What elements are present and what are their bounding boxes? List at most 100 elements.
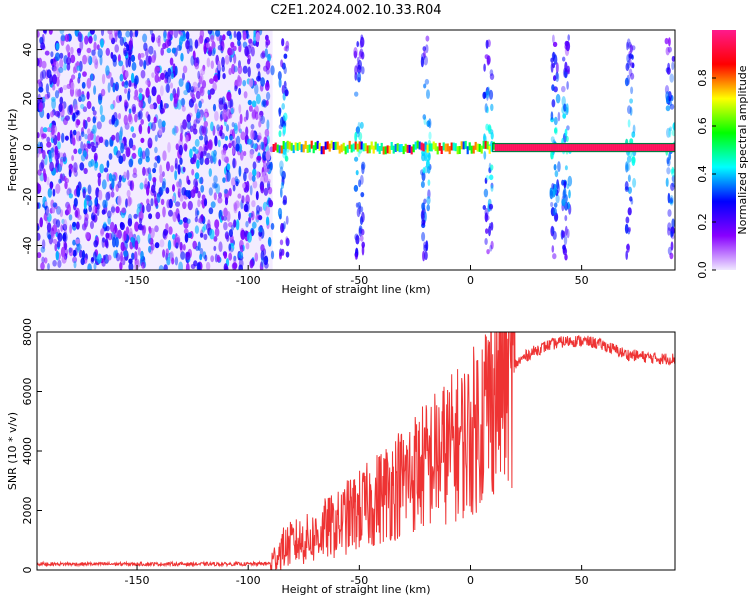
burst-speckle: [553, 207, 557, 216]
noise-speckle: [134, 240, 139, 251]
noise-speckle: [137, 247, 141, 256]
noise-speckle: [71, 155, 74, 161]
carrier-cell: [428, 143, 431, 152]
noise-speckle: [47, 127, 52, 133]
burst-speckle: [625, 216, 630, 224]
noise-speckle: [87, 128, 91, 135]
burst-speckle: [483, 188, 489, 198]
burst-speckle: [281, 38, 285, 47]
carrier-cell: [646, 143, 649, 152]
burst-speckle: [632, 124, 636, 134]
noise-speckle: [138, 124, 142, 133]
noise-speckle: [265, 205, 271, 216]
noise-speckle: [251, 109, 257, 119]
noise-speckle: [100, 30, 105, 37]
colorbar-tick-label: 0.8: [696, 69, 709, 87]
burst-speckle: [483, 150, 487, 160]
burst-speckle: [625, 62, 630, 72]
noise-speckle: [153, 116, 157, 124]
noise-speckle: [91, 49, 96, 56]
noise-speckle: [148, 213, 153, 220]
noise-speckle: [218, 192, 222, 199]
noise-speckle: [209, 228, 215, 240]
noise-speckle: [114, 83, 118, 91]
noise-speckle: [117, 30, 122, 39]
noise-speckle: [49, 161, 54, 172]
burst-speckle: [359, 235, 364, 242]
noise-speckle: [232, 147, 235, 155]
burst-speckle: [562, 113, 567, 119]
noise-speckle: [150, 242, 155, 251]
noise-speckle: [111, 37, 116, 45]
carrier-cell: [368, 145, 371, 154]
noise-speckle: [174, 125, 179, 134]
noise-speckle: [83, 198, 87, 210]
carrier-cell: [282, 141, 285, 149]
noise-speckle: [236, 135, 241, 146]
noise-speckle: [225, 108, 231, 120]
noise-speckle: [141, 261, 146, 269]
noise-speckle: [262, 162, 267, 168]
burst-speckle: [554, 127, 558, 134]
y-tick-label: 0: [21, 144, 34, 151]
burst-speckle: [567, 34, 570, 41]
noise-speckle: [128, 108, 132, 114]
noise-speckle: [155, 36, 161, 44]
noise-speckle: [224, 197, 229, 206]
carrier-cell: [540, 143, 543, 152]
noise-speckle: [59, 96, 64, 105]
carrier-cell: [502, 143, 505, 152]
noise-speckle: [248, 171, 253, 181]
noise-speckle: [242, 182, 246, 189]
burst-speckle: [422, 167, 426, 174]
carrier-cell: [290, 142, 293, 151]
noise-speckle: [113, 227, 117, 235]
noise-speckle: [178, 261, 183, 270]
colorbar-tick-label: 0.2: [696, 213, 709, 231]
noise-speckle: [204, 157, 210, 165]
noise-speckle: [75, 238, 81, 244]
carrier-cell: [434, 143, 437, 152]
carrier-cell: [624, 143, 627, 152]
noise-speckle: [86, 116, 91, 123]
carrier-cell: [642, 143, 645, 152]
noise-speckle: [134, 31, 138, 38]
burst-speckle: [554, 126, 558, 135]
noise-speckle: [186, 218, 191, 224]
noise-speckle: [98, 136, 104, 144]
burst-speckle: [552, 34, 555, 44]
noise-speckle: [125, 57, 129, 68]
carrier-cell: [340, 144, 343, 153]
carrier-cell: [566, 143, 569, 152]
noise-speckle: [243, 91, 248, 99]
noise-speckle: [270, 222, 275, 230]
carrier-cell: [272, 144, 275, 152]
burst-speckle: [667, 222, 672, 231]
burst-speckle: [278, 130, 282, 138]
noise-speckle: [222, 177, 226, 183]
noise-speckle: [167, 67, 172, 77]
burst-speckle: [285, 237, 290, 247]
noise-speckle: [154, 146, 158, 154]
carrier-cell: [442, 142, 445, 151]
burst-speckle: [278, 78, 282, 88]
noise-speckle: [148, 55, 152, 65]
noise-speckle: [147, 95, 152, 105]
carrier-cell: [586, 143, 589, 152]
noise-speckle: [127, 56, 132, 68]
noise-speckle: [119, 222, 125, 231]
noise-speckle: [196, 262, 201, 270]
noise-speckle: [104, 238, 109, 248]
carrier-cell: [532, 143, 535, 152]
noise-speckle: [57, 141, 61, 150]
noise-speckle: [72, 129, 77, 136]
noise-speckle: [151, 86, 157, 97]
noise-speckle: [243, 150, 247, 157]
noise-speckle: [162, 178, 167, 188]
noise-speckle: [39, 162, 44, 172]
carrier-cell: [392, 145, 395, 154]
burst-speckle: [667, 209, 672, 217]
noise-speckle: [72, 239, 76, 246]
burst-speckle: [356, 56, 360, 64]
y-tick-label: -40: [21, 237, 34, 255]
